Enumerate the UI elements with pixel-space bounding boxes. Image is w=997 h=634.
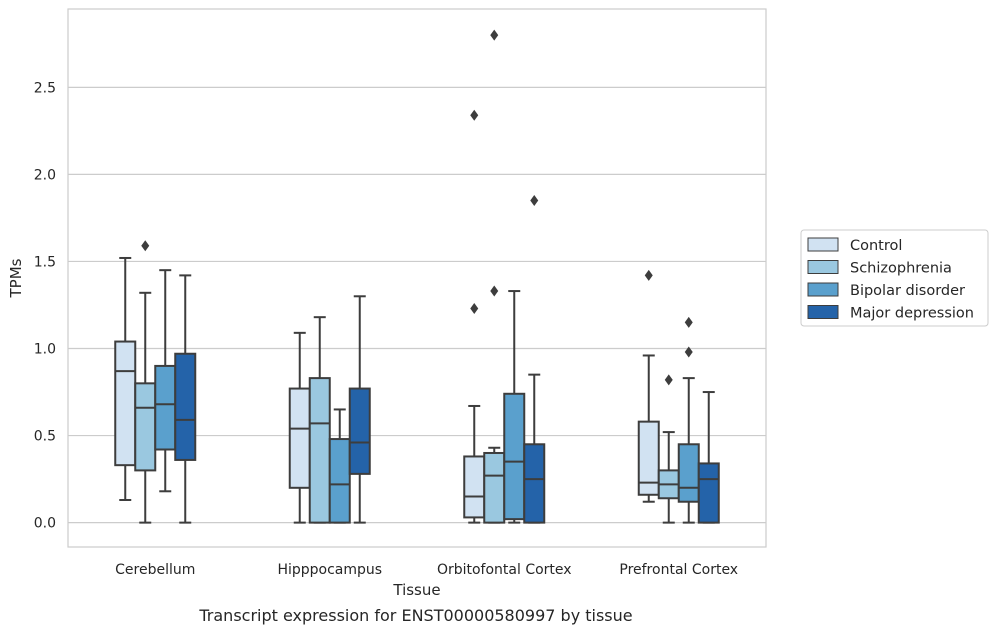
box-body	[503, 392, 526, 521]
box-1-1	[308, 316, 331, 524]
y-tick-label: 2.5	[34, 80, 56, 96]
y-tick-labels: 0.0 0.5 1.0 1.5 2.0 2.5	[34, 80, 56, 531]
x-axis-label: Tissue	[392, 581, 440, 599]
box-body	[308, 377, 331, 524]
legend: Control Schizophrenia Bipolar disorder Majo…	[800, 229, 989, 327]
outlier-marker	[141, 240, 150, 252]
x-tick-label: Orbitofontal Cortex	[437, 562, 572, 578]
box-2-3	[523, 195, 546, 524]
legend-label: Bipolar disorder	[850, 283, 965, 299]
plot-area	[67, 8, 767, 548]
box-2-2	[503, 290, 526, 524]
x-tick-label: Hipppocampus	[277, 562, 382, 578]
box-2-0	[463, 109, 486, 524]
outlier-marker	[684, 316, 693, 328]
box-body	[328, 438, 351, 524]
x-tick-label: Cerebellum	[115, 562, 195, 578]
outlier-marker	[470, 302, 479, 314]
box-body	[134, 382, 157, 472]
y-tick-label: 0.5	[34, 429, 56, 445]
legend-label: Major depression	[850, 306, 974, 322]
boxes	[114, 29, 720, 524]
outlier-marker	[490, 29, 499, 41]
box-3-0	[637, 269, 660, 503]
outlier-marker	[490, 285, 499, 297]
box-1-3	[348, 295, 371, 524]
box-body	[463, 455, 486, 519]
legend-swatch	[807, 282, 839, 297]
legend-frame	[800, 229, 989, 327]
outlier-marker	[530, 195, 539, 207]
legend-swatch	[807, 237, 839, 252]
legend-label: Control	[850, 238, 902, 254]
box-3-3	[697, 391, 720, 524]
box-0-1	[134, 240, 157, 524]
box-body	[288, 387, 311, 489]
box-body	[637, 420, 660, 496]
box-body	[114, 340, 137, 467]
y-tick-label: 2.0	[34, 167, 56, 183]
outlier-marker	[684, 346, 693, 358]
outlier-marker	[644, 269, 653, 281]
box-body	[174, 352, 197, 461]
y-axis-label: TPMs	[7, 258, 25, 298]
legend-swatch	[807, 260, 839, 274]
box-body	[677, 443, 700, 503]
x-tick-label: Prefrontal Cortex	[619, 562, 738, 578]
box-body	[523, 443, 546, 524]
outlier-marker	[470, 109, 479, 121]
box-0-3	[174, 274, 197, 524]
legend-label: Schizophrenia	[850, 261, 952, 277]
legend-swatch	[807, 305, 839, 319]
y-tick-label: 0.0	[34, 516, 56, 532]
box-body	[697, 462, 720, 524]
y-tick-label: 1.5	[34, 254, 56, 270]
box-3-1	[657, 374, 680, 524]
y-tick-label: 1.0	[34, 342, 56, 358]
box-0-2	[154, 269, 177, 493]
outlier-marker	[664, 374, 673, 386]
box-body	[154, 364, 177, 451]
x-tick-labels: Cerebellum Hipppocampus Orbitofontal Corte…	[115, 562, 738, 578]
box-body	[348, 387, 371, 475]
figure-caption: Transcript expression for ENST0000058099…	[199, 606, 633, 625]
box-1-2	[328, 408, 351, 524]
box-0-0	[114, 256, 137, 501]
box-body	[483, 451, 506, 524]
